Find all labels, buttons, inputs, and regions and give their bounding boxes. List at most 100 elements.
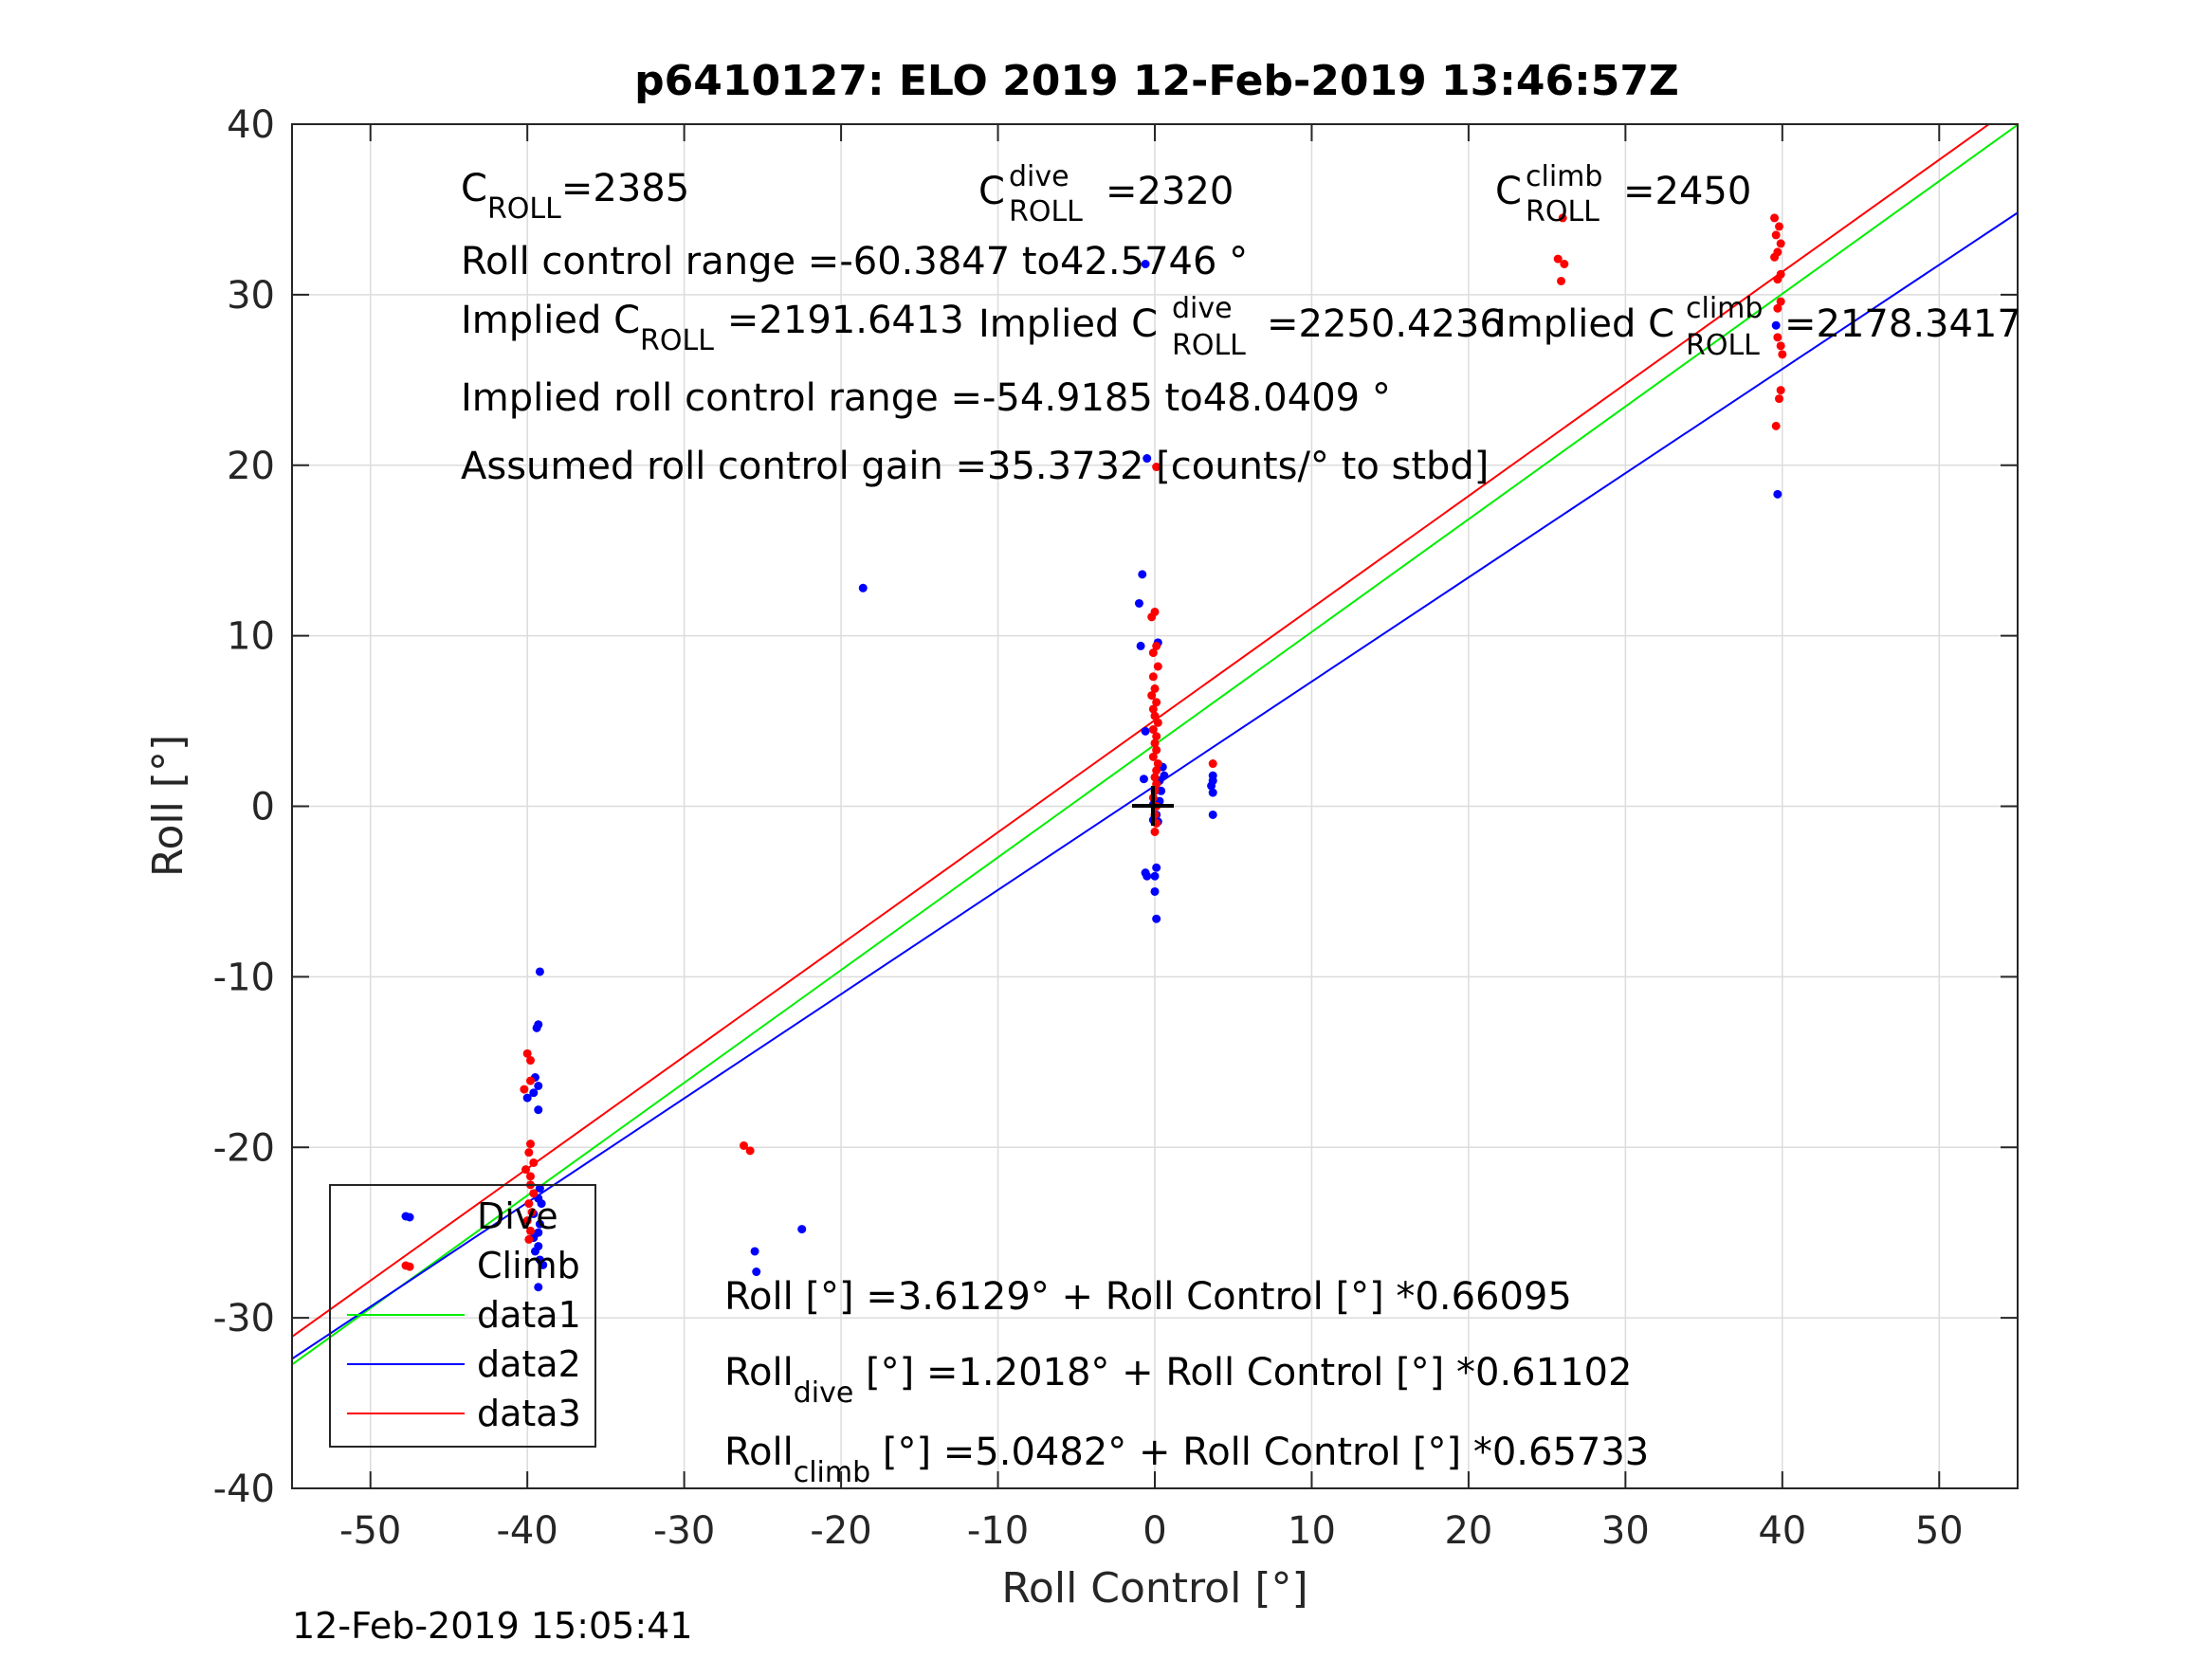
point-dive xyxy=(858,583,868,592)
point-climb xyxy=(522,1048,532,1058)
point-climb xyxy=(1152,766,1161,775)
annotation-implied-c-roll-dive-sub: ROLL xyxy=(1172,329,1246,362)
legend-label-data3: data3 xyxy=(477,1393,581,1434)
annotations: CROLL=2385 C dive ROLL =2320 C climb ROL… xyxy=(461,160,2021,1489)
annotation-implied-range: Implied roll control range =-54.9185 to4… xyxy=(461,376,1391,420)
point-dive xyxy=(1141,259,1150,268)
point-climb xyxy=(1148,725,1158,735)
point-dive xyxy=(535,967,544,976)
point-dive xyxy=(1160,771,1169,780)
legend-marker-dive xyxy=(401,1212,411,1221)
data-points xyxy=(405,213,1787,1292)
point-climb xyxy=(1148,752,1158,761)
point-climb xyxy=(740,1140,749,1150)
point-dive xyxy=(1143,454,1152,464)
point-climb xyxy=(1150,773,1160,782)
point-dive xyxy=(522,1093,532,1103)
point-dive xyxy=(529,1088,539,1098)
annotation-fit-climb: Rollclimb [°] =5.0482° + Roll Control [°… xyxy=(724,1431,1649,1489)
point-climb xyxy=(1148,672,1158,682)
annotation-roll-range: Roll control range =-60.3847 to42.5746 ° xyxy=(461,240,1248,283)
annotation-c-roll-dive-sup: dive xyxy=(1009,160,1069,193)
point-climb xyxy=(1150,684,1160,693)
annotation-implied-c-roll-climb-value: =2178.3417 xyxy=(1784,302,2021,346)
point-climb xyxy=(1150,738,1160,748)
annotation-implied-c-roll-climb: Implied C xyxy=(1495,302,1674,346)
point-dive xyxy=(534,1081,543,1090)
x-tick-label: -10 xyxy=(967,1509,1029,1553)
point-dive xyxy=(752,1267,761,1277)
y-tick-label: 30 xyxy=(227,274,275,318)
point-climb xyxy=(1558,213,1567,223)
point-climb xyxy=(1152,745,1161,755)
point-climb xyxy=(745,1146,755,1156)
y-tick-label: -10 xyxy=(213,956,275,999)
point-dive xyxy=(1152,914,1161,923)
x-tick-label: -30 xyxy=(653,1509,715,1553)
x-tick-label: -50 xyxy=(339,1509,401,1553)
point-climb xyxy=(1208,759,1217,769)
y-tick-label: -40 xyxy=(213,1468,275,1511)
legend-label-climb: Climb xyxy=(477,1245,580,1286)
point-climb xyxy=(1152,641,1161,650)
point-climb xyxy=(1152,463,1161,472)
point-climb xyxy=(1770,252,1780,262)
y-tick-label: -20 xyxy=(213,1126,275,1170)
point-climb xyxy=(1152,698,1161,707)
point-dive xyxy=(530,1247,539,1256)
point-climb xyxy=(525,1226,535,1235)
point-climb xyxy=(1770,213,1780,223)
x-tick-label: 40 xyxy=(1758,1509,1806,1553)
point-climb xyxy=(522,1216,532,1226)
point-dive xyxy=(1136,641,1145,650)
annotation-implied-c-roll-dive-sup: dive xyxy=(1172,292,1233,325)
annotation-c-roll-dive: C xyxy=(978,170,1005,213)
point-dive xyxy=(1207,781,1216,791)
plot-frame xyxy=(291,123,2019,1489)
print-timestamp: 12-Feb-2019 15:05:41 xyxy=(292,1605,693,1647)
point-climb xyxy=(1153,759,1162,769)
point-climb xyxy=(524,1148,534,1158)
annotation-c-roll-climb-sup: climb xyxy=(1526,160,1602,193)
legend-marker-climb xyxy=(401,1261,411,1270)
point-climb xyxy=(1775,394,1784,404)
annotation-fit-dive: Rolldive [°] =1.2018° + Roll Control [°]… xyxy=(724,1351,1632,1410)
x-tick-label: 0 xyxy=(1143,1509,1166,1553)
annotation-implied-c-roll-climb-sub: ROLL xyxy=(1686,329,1760,362)
x-tick-label: 20 xyxy=(1444,1509,1492,1553)
x-tick-label: 10 xyxy=(1288,1509,1336,1553)
point-dive xyxy=(535,1219,544,1229)
annotation-c-roll-climb-sub: ROLL xyxy=(1526,195,1600,228)
legend: Dive Climb data1 data2 data3 xyxy=(329,1184,596,1448)
annotation-c-roll-climb-value: =2450 xyxy=(1623,170,1751,213)
point-dive xyxy=(750,1247,759,1256)
point-dive xyxy=(1138,570,1147,579)
point-climb xyxy=(525,1172,535,1181)
annotation-implied-c-roll-dive: Implied C xyxy=(978,302,1158,346)
point-dive xyxy=(1208,810,1217,819)
point-dive xyxy=(535,1183,544,1193)
point-climb xyxy=(1553,254,1563,264)
point-dive xyxy=(1141,726,1150,736)
y-tick-label: 20 xyxy=(227,445,275,488)
point-dive xyxy=(797,1225,807,1234)
x-tick-label: 30 xyxy=(1601,1509,1650,1553)
point-dive xyxy=(1771,320,1781,330)
point-dive xyxy=(532,1023,541,1032)
legend-label-data2: data2 xyxy=(477,1343,581,1385)
point-climb xyxy=(525,1139,535,1149)
chart-title: p6410127: ELO 2019 12-Feb-2019 13:46:57Z xyxy=(634,57,1679,105)
point-climb xyxy=(524,1234,534,1244)
point-climb xyxy=(1773,275,1782,284)
point-climb xyxy=(1560,259,1569,268)
point-climb xyxy=(1776,239,1785,248)
point-climb xyxy=(1148,648,1158,658)
point-dive xyxy=(539,1260,548,1269)
point-climb xyxy=(1776,386,1785,395)
point-dive xyxy=(1143,871,1152,881)
point-climb xyxy=(529,1189,539,1198)
x-axis-label: Roll Control [°] xyxy=(1001,1564,1307,1613)
y-axis-label: Roll [°] xyxy=(144,735,192,877)
point-climb xyxy=(520,1085,529,1094)
point-dive xyxy=(1134,598,1143,608)
